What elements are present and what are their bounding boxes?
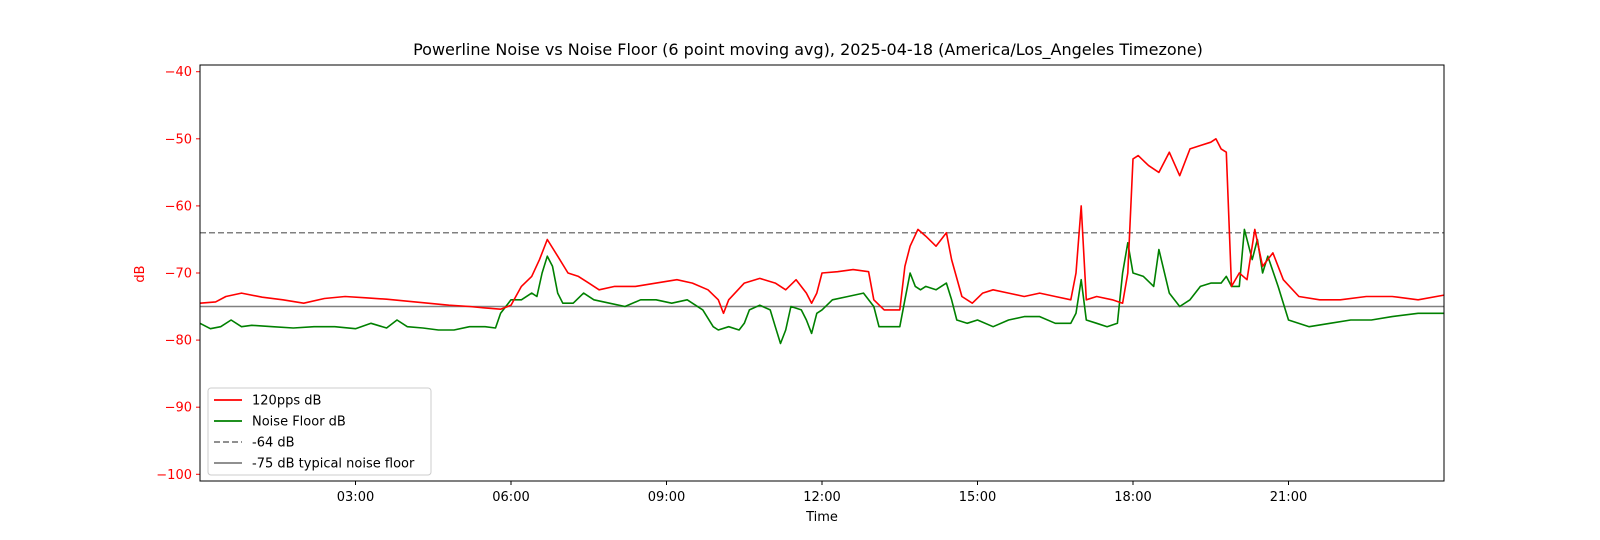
y-axis: −100 −90 −80 −70 −60 −50 −40 [156, 65, 200, 483]
y-tick-label: −100 [156, 468, 192, 483]
y-axis-label: dB [133, 265, 148, 282]
x-tick-label: 03:00 [337, 490, 374, 505]
x-tick-label: 18:00 [1114, 490, 1151, 505]
legend-label: -64 dB [252, 436, 295, 451]
x-axis-label: Time [805, 510, 838, 525]
x-tick-label: 09:00 [648, 490, 685, 505]
x-tick-label: 15:00 [959, 490, 996, 505]
x-tick-label: 12:00 [803, 490, 840, 505]
legend-label: Noise Floor dB [252, 415, 346, 430]
y-tick-label: −70 [165, 267, 192, 282]
series-line-noise-floor-db [199, 228, 1444, 345]
series-line-120pps-db [199, 138, 1445, 315]
plot-area [199, 138, 1445, 345]
y-tick-label: −60 [165, 199, 192, 214]
x-tick-label: 06:00 [492, 490, 529, 505]
legend: 120pps dB Noise Floor dB -64 dB -75 dB typi… [207, 387, 432, 476]
legend-label: -75 dB typical noise floor [252, 457, 415, 472]
y-tick-label: −90 [165, 401, 192, 416]
chart-title: Powerline Noise vs Noise Floor (6 point … [413, 40, 1203, 60]
legend-box [207, 387, 432, 476]
x-tick-label: 21:00 [1270, 490, 1307, 505]
y-tick-label: −40 [165, 65, 192, 80]
plot-frame [199, 64, 1445, 482]
y-tick-label: −80 [165, 334, 192, 349]
y-tick-label: −50 [165, 132, 192, 147]
x-axis: 03:00 06:00 09:00 12:00 15:00 18:00 21:00 [337, 481, 1307, 505]
legend-label: 120pps dB [252, 394, 321, 409]
